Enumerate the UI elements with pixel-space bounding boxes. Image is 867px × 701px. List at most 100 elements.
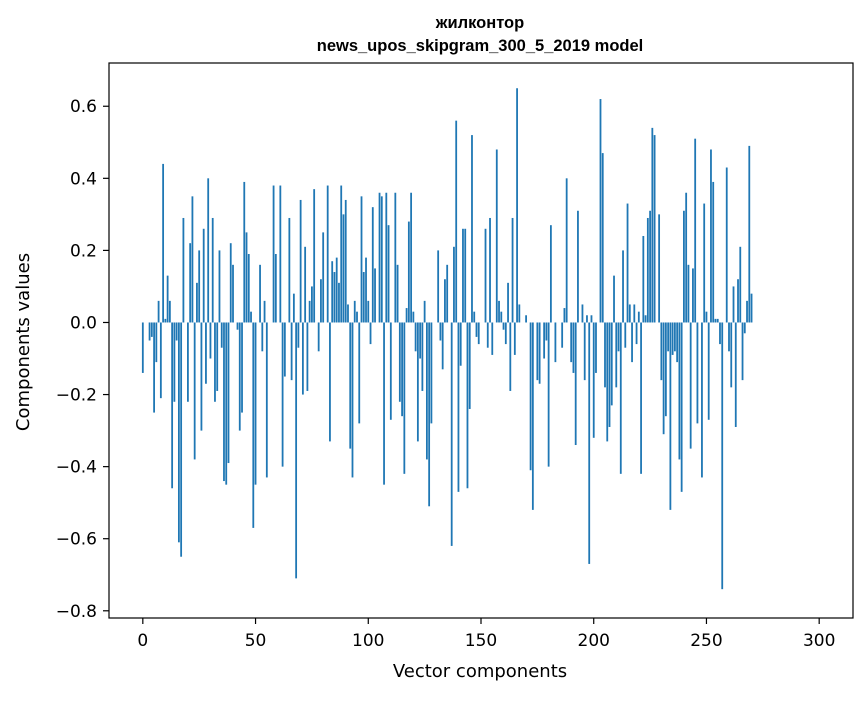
bar xyxy=(246,232,248,322)
bar xyxy=(248,254,250,322)
bar xyxy=(295,322,297,578)
bar xyxy=(663,322,665,434)
bar xyxy=(336,258,338,323)
x-tick-label: 250 xyxy=(690,631,722,651)
bar xyxy=(403,322,405,473)
bar xyxy=(311,286,313,322)
bar xyxy=(509,322,511,390)
bar xyxy=(642,236,644,322)
bar xyxy=(440,322,442,340)
bar xyxy=(701,322,703,477)
bar xyxy=(688,265,690,323)
bar xyxy=(514,322,516,354)
bar xyxy=(216,322,218,390)
bar xyxy=(390,322,392,419)
bar xyxy=(189,243,191,322)
y-tick-label: −0.6 xyxy=(56,530,97,550)
x-tick-label: 200 xyxy=(578,631,610,651)
bar xyxy=(408,222,410,323)
bar xyxy=(329,322,331,441)
bar xyxy=(178,322,180,542)
bar xyxy=(665,322,667,416)
bar xyxy=(703,204,705,323)
bar xyxy=(629,304,631,322)
bar xyxy=(279,186,281,323)
bar xyxy=(647,218,649,323)
bar xyxy=(566,178,568,322)
bar xyxy=(746,301,748,323)
bar xyxy=(419,322,421,358)
bar xyxy=(582,304,584,322)
bar xyxy=(187,322,189,401)
bar xyxy=(356,312,358,323)
bar xyxy=(203,229,205,323)
bar xyxy=(297,322,299,347)
bar xyxy=(469,322,471,408)
bar xyxy=(645,315,647,322)
bar xyxy=(180,322,182,556)
bar xyxy=(489,218,491,323)
bar xyxy=(685,193,687,323)
y-tick-label: −0.2 xyxy=(56,386,97,406)
bar xyxy=(453,247,455,323)
bar xyxy=(374,268,376,322)
bar xyxy=(604,322,606,387)
bar xyxy=(462,229,464,323)
bar xyxy=(611,322,613,405)
bar xyxy=(444,279,446,322)
bar xyxy=(633,304,635,322)
bar xyxy=(291,322,293,380)
bar xyxy=(437,250,439,322)
bar xyxy=(162,164,164,323)
x-tick-label: 50 xyxy=(245,631,267,651)
y-tick-label: 0.0 xyxy=(70,313,97,333)
bar xyxy=(151,322,153,336)
bar xyxy=(338,283,340,323)
bar xyxy=(575,322,577,445)
bar xyxy=(307,322,309,390)
bar xyxy=(627,204,629,323)
bar xyxy=(672,322,674,354)
bar xyxy=(717,319,719,323)
bar xyxy=(536,322,538,380)
bar xyxy=(241,322,243,412)
bar xyxy=(412,312,414,323)
plot-frame xyxy=(109,63,853,618)
bar xyxy=(624,322,626,347)
bar xyxy=(609,322,611,427)
bar xyxy=(620,322,622,473)
bar xyxy=(748,146,750,323)
bar xyxy=(406,308,408,322)
chart-title-line2: news_upos_skipgram_300_5_2019 model xyxy=(317,37,644,55)
bar xyxy=(352,322,354,477)
bar xyxy=(602,153,604,322)
bar xyxy=(471,135,473,322)
bar xyxy=(424,301,426,323)
bar xyxy=(421,322,423,390)
bar xyxy=(458,322,460,491)
chart-title-line1: жилконтор xyxy=(435,14,524,32)
x-tick-label: 0 xyxy=(137,631,148,651)
bar xyxy=(230,243,232,322)
bar xyxy=(588,322,590,563)
bar xyxy=(692,268,694,322)
bar xyxy=(385,193,387,323)
bar xyxy=(640,322,642,473)
bar xyxy=(343,214,345,322)
bar xyxy=(428,322,430,506)
bar xyxy=(591,315,593,322)
bar xyxy=(361,196,363,322)
bar xyxy=(284,322,286,376)
bar xyxy=(365,258,367,323)
bar xyxy=(221,322,223,347)
bar xyxy=(737,279,739,322)
bar xyxy=(498,301,500,323)
y-axis-ticks: −0.8−0.6−0.4−0.20.00.20.40.6 xyxy=(56,97,109,622)
x-tick-label: 300 xyxy=(803,631,835,651)
bar xyxy=(372,207,374,322)
bar xyxy=(171,322,173,488)
bar xyxy=(207,178,209,322)
x-tick-label: 100 xyxy=(352,631,384,651)
bar xyxy=(198,250,200,322)
